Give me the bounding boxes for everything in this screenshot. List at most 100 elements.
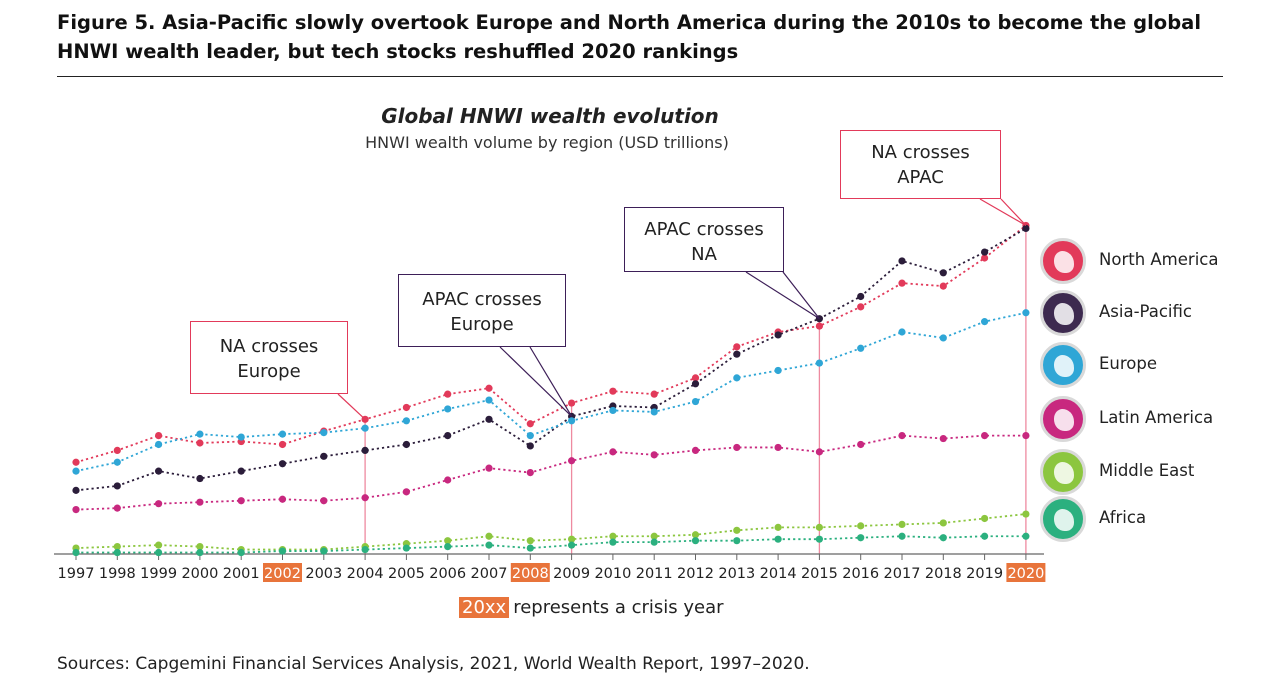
x-tick-label: 2009 — [553, 566, 590, 582]
data-point — [196, 498, 204, 506]
data-point — [361, 446, 369, 454]
crisis-year-note: 20xx represents a crisis year — [459, 597, 724, 618]
legend-item-africa: Africa — [1040, 496, 1260, 542]
x-tick-label: 2006 — [429, 566, 466, 582]
data-point — [361, 494, 369, 502]
data-point — [361, 545, 369, 554]
series-lines — [72, 221, 1030, 557]
x-tick-label: 2014 — [760, 566, 797, 582]
data-point — [72, 548, 80, 557]
data-point — [402, 417, 410, 425]
data-point — [1022, 309, 1030, 317]
callout-na-crosses-apac: NA crosses APAC — [840, 130, 1001, 199]
data-point — [402, 544, 410, 552]
crisis-year-highlight — [1006, 563, 1046, 582]
data-point — [485, 464, 493, 472]
callout-connector — [529, 346, 573, 417]
x-tick-label: 1999 — [140, 566, 177, 582]
legend-item-latin-america: Latin America — [1040, 396, 1260, 442]
data-point — [155, 548, 163, 557]
x-tick-label: 2002 — [264, 566, 301, 582]
data-point — [113, 482, 121, 490]
callout-line-2: NA — [691, 244, 717, 265]
title-divider — [57, 76, 1223, 77]
x-tick-label: 2005 — [388, 566, 425, 582]
data-point — [1022, 532, 1030, 540]
callout-connector — [979, 198, 1027, 226]
data-point — [72, 506, 80, 514]
data-point — [113, 543, 121, 551]
callout-line-1: APAC crosses — [644, 219, 764, 240]
x-tick-label: 2012 — [677, 566, 714, 582]
data-point — [526, 544, 534, 552]
legend-item-asia-pacific: Asia-Pacific — [1040, 290, 1260, 336]
crossing-markers — [364, 225, 1027, 554]
data-point — [485, 396, 493, 404]
data-point — [568, 541, 576, 549]
series-line-north-america — [75, 224, 1027, 464]
data-point — [939, 519, 947, 527]
data-point — [568, 417, 576, 425]
x-tick-label: 2007 — [471, 566, 508, 582]
data-point — [609, 406, 617, 415]
data-point — [444, 537, 452, 545]
data-point — [278, 495, 287, 503]
data-point — [939, 269, 947, 277]
data-point — [237, 467, 245, 475]
data-point — [815, 535, 824, 543]
data-point — [237, 548, 245, 557]
data-point — [320, 452, 328, 460]
legend-label: Europe — [1099, 354, 1158, 373]
data-point — [278, 440, 287, 449]
data-point — [650, 408, 658, 416]
x-tick-label: 2019 — [966, 566, 1003, 582]
x-axis: 1997 1998 1999 2000 2001 2002 2003 2004 2005 2006… — [54, 553, 1046, 582]
data-point — [733, 526, 741, 534]
data-point — [981, 248, 989, 256]
callout-apac-crosses-europe: APAC crosses Europe — [398, 274, 566, 347]
data-point — [1022, 510, 1030, 518]
data-point — [650, 390, 658, 398]
data-point — [526, 469, 534, 477]
data-point — [939, 282, 947, 290]
x-tick-label: 2013 — [718, 566, 755, 582]
data-point — [526, 432, 534, 440]
callout-na-crosses-europe: NA crosses Europe — [190, 321, 348, 394]
data-point — [857, 303, 865, 311]
africa-globe-icon — [1040, 496, 1086, 542]
data-point — [609, 387, 617, 395]
data-point — [609, 448, 617, 456]
callout-line-1: APAC crosses — [422, 289, 542, 310]
crisis-year-highlight — [510, 563, 550, 582]
data-point — [939, 434, 947, 443]
data-point — [444, 432, 452, 440]
data-point — [113, 458, 121, 466]
data-point — [320, 429, 328, 437]
data-point — [898, 279, 906, 287]
data-point — [691, 537, 700, 545]
x-tick-label: 2018 — [925, 566, 962, 582]
data-point — [196, 439, 204, 447]
data-point — [402, 440, 410, 449]
callout-connector — [782, 271, 820, 320]
data-point — [650, 532, 658, 540]
callout-line-2: Europe — [237, 361, 301, 382]
data-point — [155, 500, 163, 508]
data-point — [815, 523, 824, 531]
data-point — [485, 532, 493, 540]
callout-connector — [337, 393, 366, 420]
x-tick-label: 1997 — [58, 566, 95, 582]
data-point — [691, 374, 700, 382]
data-point — [1022, 224, 1030, 232]
legend-label: Latin America — [1099, 408, 1214, 427]
data-point — [485, 415, 493, 423]
data-point — [857, 440, 865, 449]
legend-item-middle-east: Middle East — [1040, 449, 1260, 495]
data-point — [196, 474, 204, 483]
chart-subtitle: HNWI wealth volume by region (USD trilli… — [365, 133, 729, 152]
series-line-asia-pacific — [75, 227, 1027, 492]
data-point — [609, 538, 617, 546]
data-point — [361, 424, 369, 432]
callout-line-1: NA crosses — [219, 336, 319, 357]
data-point — [691, 446, 700, 454]
